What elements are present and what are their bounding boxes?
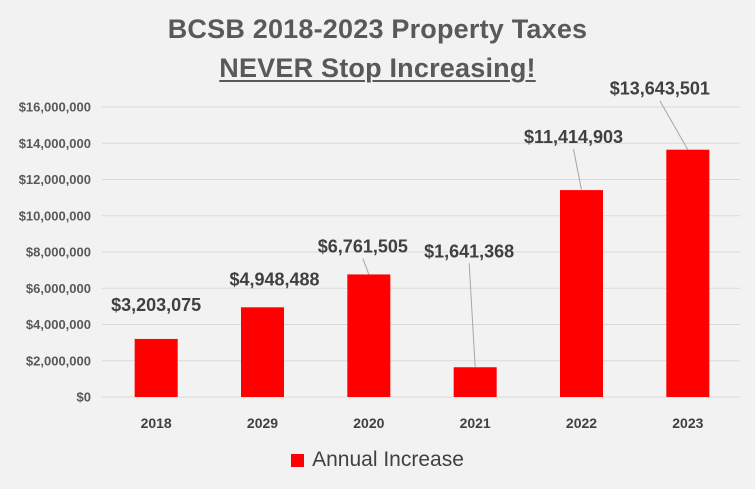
data-label: $6,761,505 <box>318 236 408 256</box>
bar-2021 <box>453 367 497 397</box>
leader-line <box>573 149 582 191</box>
y-tick-label: $0 <box>77 390 91 405</box>
x-tick-label: 2029 <box>247 415 278 431</box>
x-tick-label: 2021 <box>460 415 491 431</box>
y-tick-label: $4,000,000 <box>26 317 91 332</box>
leader-line <box>468 263 476 368</box>
y-tick-label: $12,000,000 <box>19 172 91 187</box>
y-tick-label: $8,000,000 <box>26 245 91 260</box>
data-label: $3,203,075 <box>111 295 201 315</box>
legend-label: Annual Increase <box>312 448 464 471</box>
x-tick-label: 2018 <box>141 415 172 431</box>
data-label: $11,414,903 <box>524 127 623 147</box>
leader-line <box>659 100 689 150</box>
x-tick-label: 2020 <box>353 415 384 431</box>
y-tick-label: $10,000,000 <box>19 208 91 223</box>
x-tick-label: 2023 <box>672 415 703 431</box>
bar-2029 <box>241 307 284 397</box>
y-tick-label: $16,000,000 <box>19 100 91 115</box>
y-tick-label: $14,000,000 <box>19 136 91 151</box>
bar-2018 <box>134 338 178 397</box>
legend-swatch <box>291 453 305 467</box>
bar-2023 <box>666 149 710 397</box>
y-tick-label: $2,000,000 <box>26 353 91 368</box>
bar-2022 <box>560 190 603 397</box>
chart-subtitle: NEVER Stop Increasing! <box>219 53 536 83</box>
data-label: $13,643,501 <box>610 79 710 99</box>
bar-2020 <box>347 274 391 397</box>
data-label: $4,948,488 <box>229 269 319 289</box>
x-tick-label: 2022 <box>566 415 597 431</box>
leader-line <box>362 258 370 275</box>
y-tick-label: $6,000,000 <box>26 281 91 296</box>
chart-title: BCSB 2018-2023 Property Taxes <box>167 14 588 44</box>
data-label: $1,641,368 <box>424 241 514 261</box>
legend: Annual Increase <box>0 448 755 472</box>
